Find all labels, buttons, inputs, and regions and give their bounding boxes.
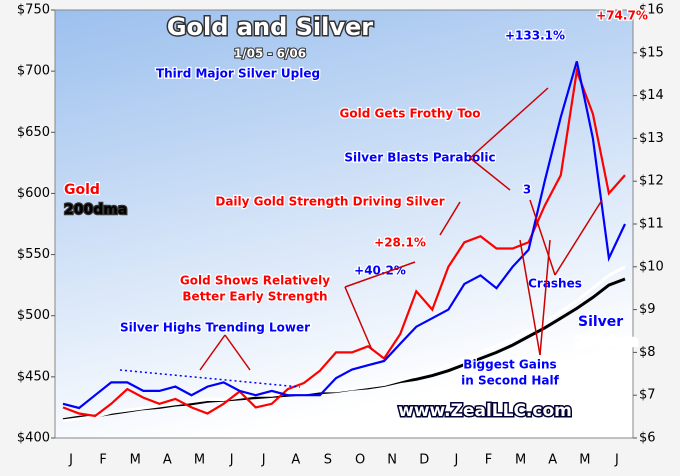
annotation: Crashes	[528, 277, 582, 291]
x-tick-label: D	[419, 453, 429, 468]
y2-tick-label: $9	[639, 302, 656, 317]
trend-line	[119, 369, 301, 388]
arrow	[344, 261, 416, 288]
y2-tick-label: $12	[639, 174, 664, 189]
arrow	[199, 334, 226, 371]
annotation: in Second Half	[461, 374, 560, 388]
series-line	[62, 61, 626, 410]
x-tick-label: M	[515, 453, 526, 468]
x-tick-label: F	[99, 453, 106, 468]
arrow	[224, 334, 251, 371]
x-tick-label: J	[229, 453, 234, 468]
y2-tick-label: $16	[639, 3, 664, 18]
chart-subtitle: 1/05 - 6/06	[234, 47, 306, 61]
arrow	[519, 239, 541, 356]
arrow	[539, 239, 551, 356]
annotation: Gold Gets Frothy Too	[340, 107, 481, 121]
x-tick-label: M	[194, 453, 205, 468]
annotation: +133.1%	[505, 29, 565, 43]
y-tick-label: $550	[17, 247, 50, 262]
series-line	[62, 265, 626, 423]
y-tick-label: $450	[17, 369, 50, 384]
x-tick-label: F	[485, 453, 492, 468]
x-tick-label: O	[355, 453, 365, 468]
x-tick-label: J	[453, 453, 458, 468]
arrow	[469, 87, 549, 159]
legend-label: 200dma	[64, 202, 127, 218]
annotation: +28.1%	[374, 236, 426, 250]
annotation: Better Early Strength	[182, 290, 327, 304]
y-tick-label: $400	[17, 431, 50, 446]
annotation: 10.24.2007	[275, 419, 345, 432]
x-tick-label: J	[261, 453, 266, 468]
y2-tick-label: $6	[639, 431, 656, 446]
annotation: +74.7%	[596, 9, 648, 23]
x-tick-label: M	[579, 453, 590, 468]
y-tick-label: $600	[17, 186, 50, 201]
annotation: Silver Highs Trending Lower	[120, 321, 310, 335]
legend-label: Silver	[578, 314, 623, 330]
annotation: www.ZealLLC.com	[398, 401, 572, 421]
x-tick-label: A	[163, 453, 172, 468]
y-tick-label: $650	[17, 125, 50, 140]
arrow	[554, 199, 603, 276]
y2-tick-label: $10	[639, 259, 664, 274]
y2-tick-label: $14	[639, 88, 664, 103]
legend-label: Gold	[64, 182, 100, 198]
y2-tick-label: $15	[639, 45, 664, 60]
x-tick-label: A	[291, 453, 300, 468]
x-tick-label: S	[324, 453, 332, 468]
legend-label: 200dma	[575, 334, 638, 350]
x-tick-label: J	[68, 453, 73, 468]
arrow	[344, 286, 373, 351]
annotation: +40.2%	[354, 264, 406, 278]
arrow	[439, 201, 461, 236]
annotation: Biggest Gains	[463, 358, 556, 372]
annotation: Daily Gold Strength Driving Silver	[215, 195, 444, 209]
y2-tick-label: $13	[639, 131, 664, 146]
chart-title: Gold and Silver	[167, 13, 373, 41]
x-tick-label: J	[614, 453, 619, 468]
y-tick-label: $700	[17, 64, 50, 79]
annotation: Gold Shows Relatively	[180, 274, 330, 288]
annotation: Silver Blasts Parabolic	[344, 151, 495, 165]
x-tick-label: M	[130, 453, 141, 468]
arrow	[469, 157, 511, 191]
annotation: 3	[523, 183, 531, 197]
x-tick-label: A	[548, 453, 557, 468]
y-tick-label: $750	[17, 3, 50, 18]
y2-tick-label: $7	[639, 388, 656, 403]
y2-tick-label: $11	[639, 217, 664, 232]
y2-tick-label: $8	[639, 345, 656, 360]
y-tick-label: $500	[17, 308, 50, 323]
annotation: Third Major Silver Upleg	[156, 67, 320, 81]
x-tick-label: N	[387, 453, 397, 468]
arrow	[529, 199, 556, 276]
